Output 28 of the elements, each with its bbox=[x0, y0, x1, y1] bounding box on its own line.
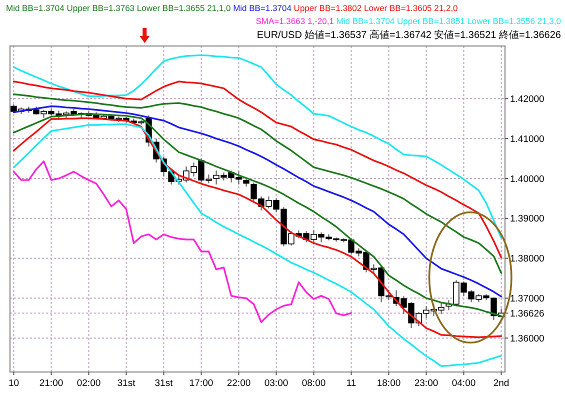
x-tick-label: 21:00 bbox=[39, 378, 64, 389]
x-tick-label: 03:00 bbox=[264, 378, 288, 389]
x-tick-label: 17:00 bbox=[189, 378, 214, 389]
y-tick-label: 1.37000 bbox=[510, 294, 544, 305]
y-tick-label: 1.42000 bbox=[510, 94, 544, 105]
text: Mid BB=1.3704 bbox=[230, 3, 292, 13]
x-tick-label: 04:00 bbox=[452, 378, 476, 389]
y-tick-label: 1.36000 bbox=[510, 333, 544, 344]
y-tick-label: 1.39000 bbox=[510, 214, 544, 225]
y-tick-label: 1.40000 bbox=[510, 174, 544, 185]
x-tick-label: 22:00 bbox=[226, 378, 251, 389]
x-tick-label: 18:00 bbox=[376, 378, 401, 389]
x-tick-label: 2nd bbox=[493, 378, 510, 389]
x-tick-label: 11 bbox=[346, 378, 356, 389]
y-tick-label: 1.38000 bbox=[510, 254, 544, 265]
x-tick-label: 02:00 bbox=[76, 378, 101, 389]
x-tick-label: 10 bbox=[8, 378, 20, 389]
x-tick-label: 31st bbox=[154, 378, 174, 389]
y-tick-label: 1.41000 bbox=[510, 134, 544, 145]
x-tick-label: 23:00 bbox=[414, 378, 438, 389]
y-tick-label: 1.36626 bbox=[510, 308, 544, 320]
text: Upper BB=1.3802 Lower BB=1.3605 21,2,0 bbox=[291, 3, 458, 13]
text: Mid BB=1.3704 Upper BB=1.3763 Lower BB=1.3655 21,1,0 bbox=[6, 3, 231, 13]
text: EUR/USD 始値=1.36537 高値=1.36742 安値=1.36521 終値=1.36626 bbox=[256, 29, 562, 41]
text: Mid BB=1.3704 Upper BB=1.3851 Lower BB=1.3556 21,3,0 bbox=[334, 16, 562, 26]
x-tick-label: 08:00 bbox=[302, 378, 326, 389]
x-tick-label: 31st bbox=[117, 378, 136, 389]
text: SMA=1.3663 1,-20,1 bbox=[256, 16, 334, 26]
